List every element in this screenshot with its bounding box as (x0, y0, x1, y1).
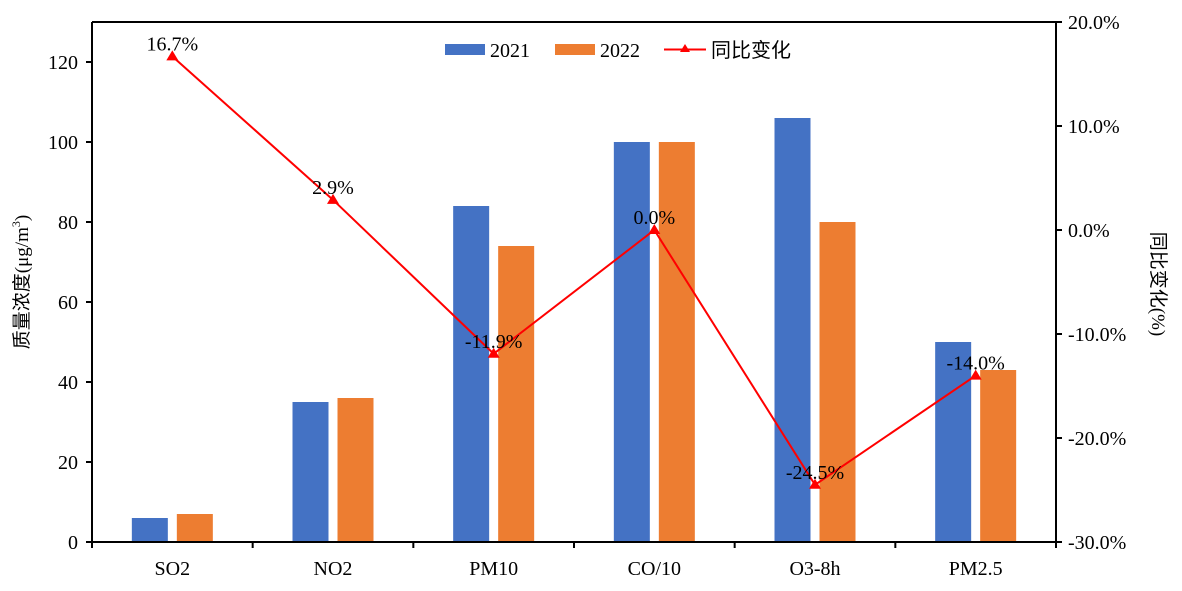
bar-2021-SO2 (131, 518, 168, 542)
labels-layer: 16.7% 2.9% -11.9% 0.0% -24.5% -14.0% (146, 33, 1004, 483)
y-tick-label: 120 (48, 52, 78, 74)
yoy-marker (648, 224, 661, 234)
y2-tick-label: -30.0% (1068, 532, 1126, 554)
yoy-data-label: 16.7% (146, 33, 198, 55)
y2-tick-label: 0.0% (1068, 220, 1110, 242)
x-tick-label: CO/10 (628, 558, 681, 580)
y2-tick-label: 20.0% (1068, 12, 1120, 34)
yoy-data-label: -24.5% (786, 462, 844, 484)
x-tick-label: PM2.5 (949, 558, 1003, 580)
yoy-marker (487, 347, 500, 358)
bar-2022-PM2.5 (980, 370, 1017, 542)
y-tick-label: 0 (68, 532, 78, 554)
y2-tick-label: -10.0% (1068, 324, 1126, 346)
yoy-data-label: 0.0% (633, 207, 675, 229)
y2-tick-label: 10.0% (1068, 116, 1120, 138)
y-axis-title-base: 质量浓度(μg/m (11, 227, 33, 349)
y-tick-label: 60 (58, 292, 78, 314)
y-axis-title: 质量浓度(μg/m3) (9, 215, 33, 349)
bar-2022-NO2 (337, 398, 374, 542)
legend-label-2022: 2022 (600, 40, 640, 62)
x-tick-label: SO2 (155, 558, 191, 580)
yoy-data-label: -14.0% (947, 353, 1005, 375)
y-tick-label: 20 (58, 452, 78, 474)
y-axis-title-sup: 3 (9, 221, 23, 227)
bars-layer (131, 118, 1017, 542)
y-axis-title-close: ) (12, 215, 33, 221)
x-tick-label: NO2 (314, 558, 353, 580)
legend-label-yoy: 同比变化 (711, 39, 791, 62)
bar-2022-PM10 (498, 246, 535, 542)
bar-2021-NO2 (292, 402, 329, 542)
line-layer (166, 50, 982, 489)
bar-2021-O3-8h (774, 118, 811, 542)
bar-2022-SO2 (176, 514, 213, 542)
bar-2022-O3-8h (819, 222, 856, 542)
yoy-line (171, 55, 977, 487)
yoy-data-label: 2.9% (312, 177, 354, 199)
y2-axis-title: 同比变化(%) (1147, 232, 1169, 336)
legend-marker-yoy (680, 44, 690, 52)
yoy-data-label: -11.9% (465, 331, 523, 353)
legend-swatch-2022 (555, 44, 595, 55)
y-tick-label: 40 (58, 372, 78, 394)
bar-2021-PM2.5 (935, 342, 972, 542)
x-tick-label: PM10 (469, 558, 518, 580)
legend: 2021 2022 同比变化 (445, 39, 791, 62)
axes-layer: 0 20 40 60 80 100 120 20.0% 10.0% 0.0% -10.0% -20.0… (48, 12, 1126, 580)
y2-tick-label: -20.0% (1068, 428, 1126, 450)
y-tick-label: 100 (48, 132, 78, 154)
bar-2021-CO/10 (613, 142, 650, 542)
legend-swatch-2021 (445, 44, 485, 55)
bar-2022-CO/10 (658, 142, 695, 542)
x-tick-label: O3-8h (789, 558, 840, 580)
yoy-marker (166, 50, 179, 61)
yoy-marker (969, 369, 982, 380)
yoy-marker (327, 193, 339, 204)
legend-label-2021: 2021 (490, 40, 530, 62)
bar-2021-PM10 (453, 206, 490, 542)
yoy-marker (809, 478, 821, 489)
y-tick-label: 80 (58, 212, 78, 234)
